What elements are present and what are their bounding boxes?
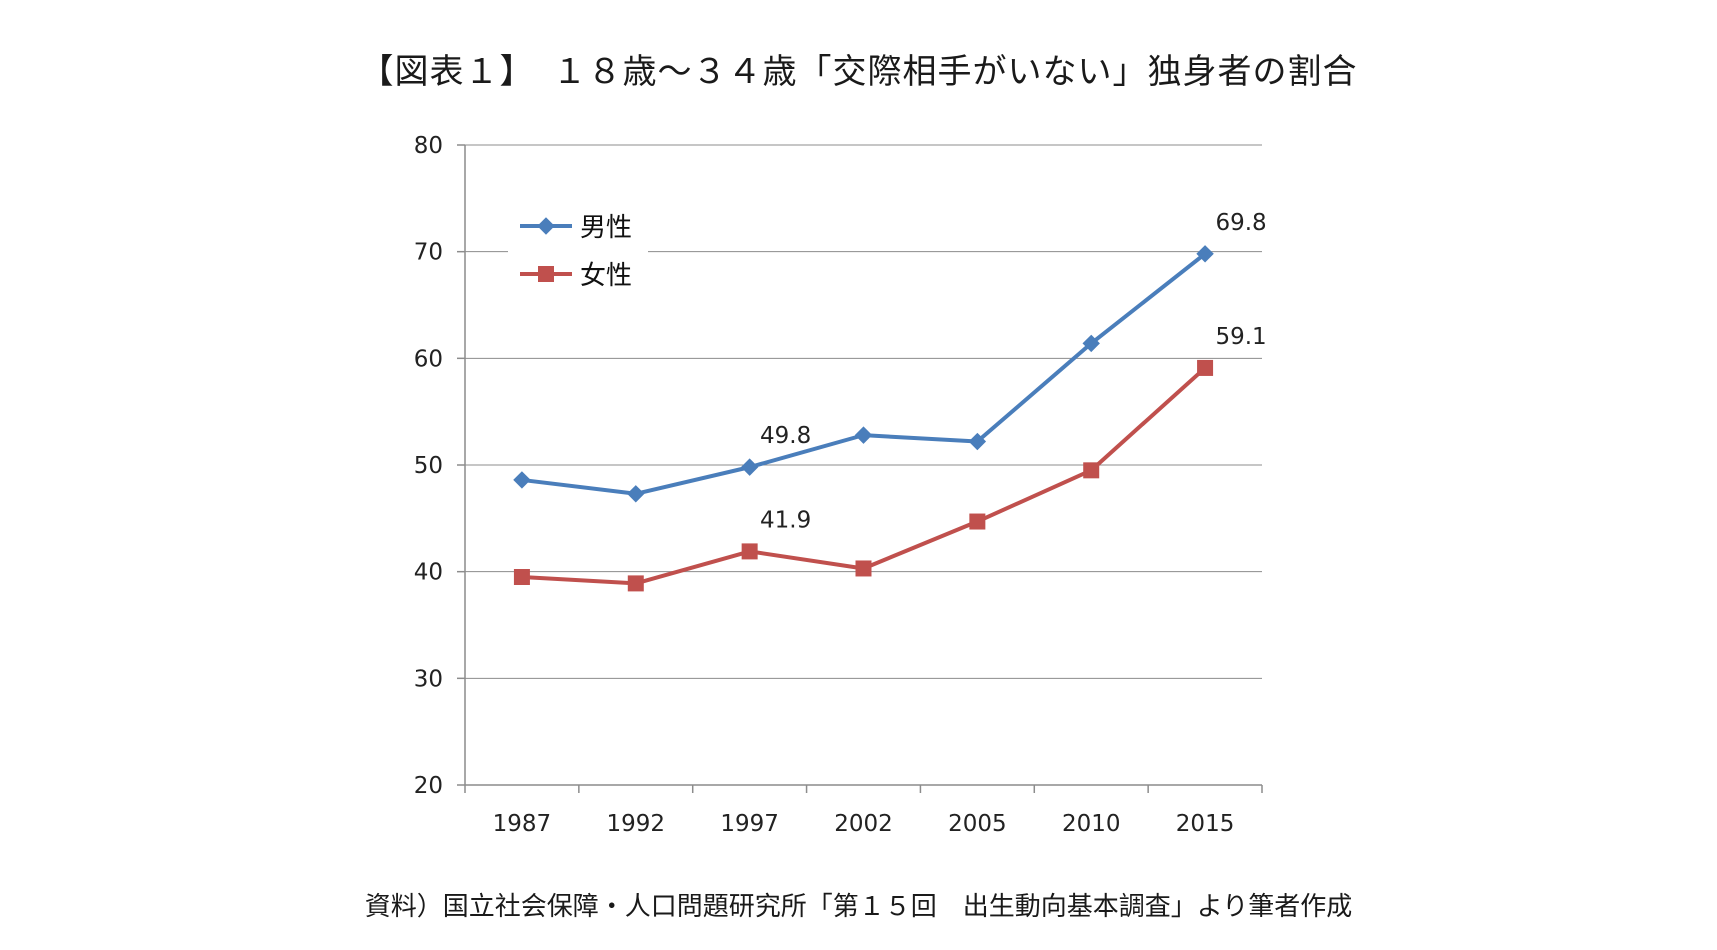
x-tick-labels: 1987 1992 1997 2002 2005 2010 2015 [493,811,1235,837]
data-point [1197,359,1214,376]
x-tick-label: 2010 [1062,811,1121,837]
data-point [969,513,986,530]
data-point [627,575,644,592]
y-tick-label: 70 [414,240,443,266]
y-tick-label: 40 [414,560,443,586]
series-line-1 [521,366,1207,586]
data-point [513,569,530,585]
series-group [513,245,1214,592]
x-tick-label: 2002 [834,811,893,837]
x-tick-label: 1987 [493,811,552,837]
data-point [741,543,758,560]
data-point [513,471,531,489]
x-tick-label: 1997 [720,811,779,837]
axes [457,144,1263,793]
data-point [854,426,873,444]
y-tick-label: 50 [414,453,443,479]
data-label: 69.8 [1215,210,1266,236]
x-tick-label: 1992 [607,811,666,837]
data-label: 49.8 [760,423,811,449]
y-tick-label: 30 [414,666,443,692]
data-point [740,458,759,476]
legend-label: 男性 [580,213,632,243]
data-point [968,432,987,451]
data-point [1082,334,1100,353]
chart-title: 【図表１】 １８歳～３４歳「交際相手がいない」独身者の割合 [359,52,1358,92]
y-tick-label: 60 [414,346,443,372]
legend-marker [537,217,555,235]
source-note: 資料）国立社会保障・人口問題研究所「第１５回 出生動向基本調査」より筆者作成 [364,892,1353,922]
y-tick-labels: 20 30 40 50 60 70 80 [414,133,443,799]
data-point [1196,245,1214,263]
data-label: 59.1 [1215,324,1266,350]
x-tick-label: 2005 [948,811,1007,837]
data-point [855,560,872,577]
data-labels: 49.8 69.8 41.9 59.1 [760,210,1267,534]
data-label: 41.9 [760,507,811,533]
legend-marker [538,266,554,282]
y-tick-label: 80 [414,133,443,159]
data-point [627,485,645,503]
data-point [1083,462,1100,479]
x-tick-label: 2015 [1176,811,1235,837]
legend-label: 女性 [580,261,632,291]
legend-background [508,198,648,298]
y-tick-label: 20 [414,773,443,799]
